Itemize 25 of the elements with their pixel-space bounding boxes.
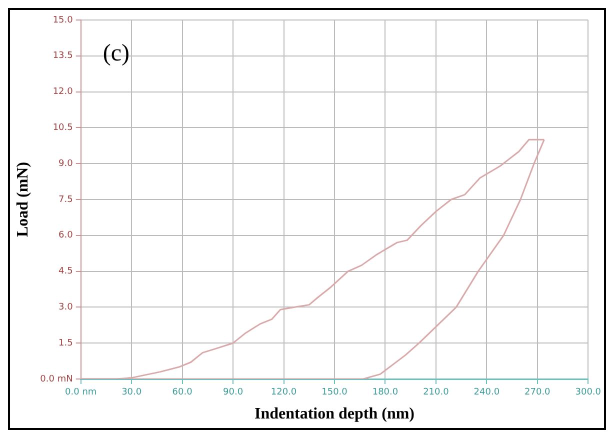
x-tick-label: 0.0 nm (65, 388, 97, 398)
x-tick-label: 210.0 (423, 388, 450, 398)
y-tick-label: 13.5 (52, 51, 73, 62)
y-tick-label: 9.0 (58, 158, 74, 169)
x-tick-label: 240.0 (474, 388, 500, 398)
y-tick-label: 4.5 (58, 266, 73, 277)
x-tick-label: 300.0 (575, 388, 602, 398)
y-axis-title: Load (mN) (14, 162, 32, 238)
x-tick-label: 270.0 (524, 388, 551, 398)
annotation: (c) (102, 40, 130, 66)
y-tick-label: 0.0 mN (40, 374, 73, 384)
y-tick-label: 12.0 (52, 87, 74, 98)
x-tick-label: 180.0 (372, 388, 398, 398)
x-tick-label: 90.0 (223, 388, 244, 398)
x-tick-label: 120.0 (270, 388, 297, 398)
y-tick-label: 7.5 (58, 194, 73, 205)
x-tick-label: 60.0 (172, 388, 193, 398)
x-axis-title: Indentation depth (nm) (254, 406, 415, 423)
y-tick-label: 1.5 (58, 338, 73, 348)
x-tick-label: 150.0 (322, 388, 348, 398)
y-tick-label: 15.0 (52, 15, 74, 26)
y-tick-label: 10.5 (52, 123, 73, 134)
x-tick-label: 30.0 (122, 388, 142, 398)
y-tick-label: 6.0 (58, 230, 74, 241)
y-tick-label: 3.0 (58, 302, 74, 313)
